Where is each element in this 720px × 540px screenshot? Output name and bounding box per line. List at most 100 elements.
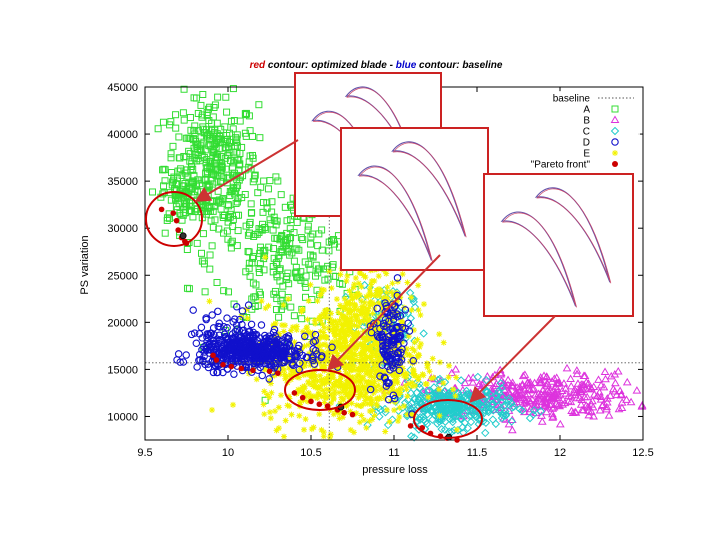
- series-e-point: [316, 385, 323, 392]
- series-b-point: [537, 411, 546, 419]
- series-a-point: [268, 198, 276, 206]
- series-d-point: [309, 356, 317, 365]
- series-e-point: [323, 375, 330, 382]
- series-d-point: [373, 304, 381, 313]
- arrow-to-ellipse-1: [194, 139, 299, 203]
- pareto-highlight-ellipse-3: [413, 399, 483, 439]
- series-e-point: [327, 327, 334, 334]
- series-e-point: [355, 329, 362, 336]
- series-a-point: [186, 114, 194, 122]
- series-a-point: [195, 127, 203, 135]
- series-e-point: [337, 333, 344, 340]
- series-e-point: [346, 287, 353, 294]
- legend-label: E: [583, 149, 590, 160]
- series-e-point: [320, 329, 327, 336]
- series-a-point: [187, 126, 195, 134]
- series-a-point: [283, 217, 291, 225]
- x-tick-label: 11.5: [467, 447, 488, 459]
- series-d-point: [206, 329, 215, 338]
- series-d-point: [282, 333, 290, 342]
- series-e-point: [395, 418, 402, 425]
- series-a-point: [299, 236, 307, 244]
- series-e-point: [277, 392, 284, 399]
- arrow-to-ellipse-2: [327, 254, 441, 371]
- series-e-point: [321, 286, 328, 293]
- series-d-point: [279, 358, 287, 367]
- series-d-point: [202, 315, 211, 324]
- pareto-point: [266, 368, 273, 375]
- series-c-point: [487, 404, 496, 414]
- y-tick-label: 35000: [107, 176, 138, 188]
- series-e-point: [282, 322, 289, 329]
- legend-swatch: [612, 150, 618, 156]
- series-e-point: [344, 328, 351, 335]
- series-d-point: [214, 307, 222, 316]
- series-e-point: [299, 384, 306, 391]
- series-e-point: [376, 394, 383, 401]
- series-e-point: [440, 380, 447, 387]
- series-e-point: [331, 345, 338, 352]
- series-a-point: [324, 275, 332, 283]
- series-b-point: [617, 403, 627, 412]
- series-d-point: [270, 359, 278, 368]
- series-e-point: [390, 292, 397, 299]
- series-c-point: [409, 433, 419, 442]
- series-c-point: [419, 329, 428, 338]
- series-d-point: [271, 344, 280, 352]
- series-e-point: [350, 335, 357, 342]
- series-b-point: [584, 379, 593, 387]
- series-e-point: [411, 358, 418, 365]
- series-e-point: [341, 295, 348, 302]
- series-a-point: [264, 185, 272, 193]
- series-e-point: [261, 411, 268, 418]
- series-e-point: [329, 340, 336, 347]
- series-e-point: [304, 398, 311, 405]
- series-c-point: [481, 418, 491, 428]
- series-e-point: [387, 398, 394, 405]
- series-c-point: [406, 388, 416, 398]
- series-e-point: [368, 281, 375, 288]
- series-a-point: [214, 93, 222, 101]
- series-e-point: [275, 330, 282, 337]
- series-e-point: [324, 314, 331, 321]
- series-a-point: [268, 208, 276, 216]
- series-e-point: [343, 377, 350, 384]
- series-a-point: [199, 230, 207, 238]
- series-e-point: [394, 379, 401, 386]
- series-b-point: [543, 393, 552, 401]
- series-a-point: [183, 284, 191, 292]
- series-a-point: [183, 246, 191, 254]
- pareto-highlight-ellipse-2: [284, 369, 356, 411]
- series-c-point: [504, 396, 513, 406]
- series-e-point: [305, 390, 312, 397]
- series-e-point: [298, 308, 305, 315]
- series-c-point: [451, 403, 460, 412]
- series-e-point: [343, 403, 350, 410]
- series-a-point: [304, 226, 312, 234]
- series-e-point: [403, 386, 410, 393]
- series-e-point: [409, 354, 416, 361]
- series-e-point: [327, 316, 334, 323]
- series-b-point: [616, 390, 626, 399]
- series-a-point: [259, 208, 267, 216]
- series-e-point: [281, 371, 288, 378]
- series-b-point: [588, 402, 598, 411]
- series-e-point: [342, 383, 349, 390]
- series-d-point: [230, 370, 238, 378]
- series-b-point: [626, 397, 636, 406]
- series-a-point: [318, 246, 326, 254]
- series-e-point: [373, 387, 380, 394]
- series-a-point: [295, 246, 303, 254]
- series-b-point: [566, 381, 576, 390]
- series-a-point: [190, 154, 198, 162]
- series-d-point: [179, 358, 188, 366]
- series-e-point: [342, 366, 349, 373]
- series-a-point: [272, 221, 280, 229]
- series-c-point: [494, 386, 503, 396]
- series-e-point: [324, 394, 331, 401]
- series-e-point: [312, 320, 319, 327]
- series-e-point: [404, 279, 411, 286]
- series-a-point: [215, 198, 223, 206]
- series-d-point: [256, 358, 265, 366]
- series-e-point: [404, 411, 411, 418]
